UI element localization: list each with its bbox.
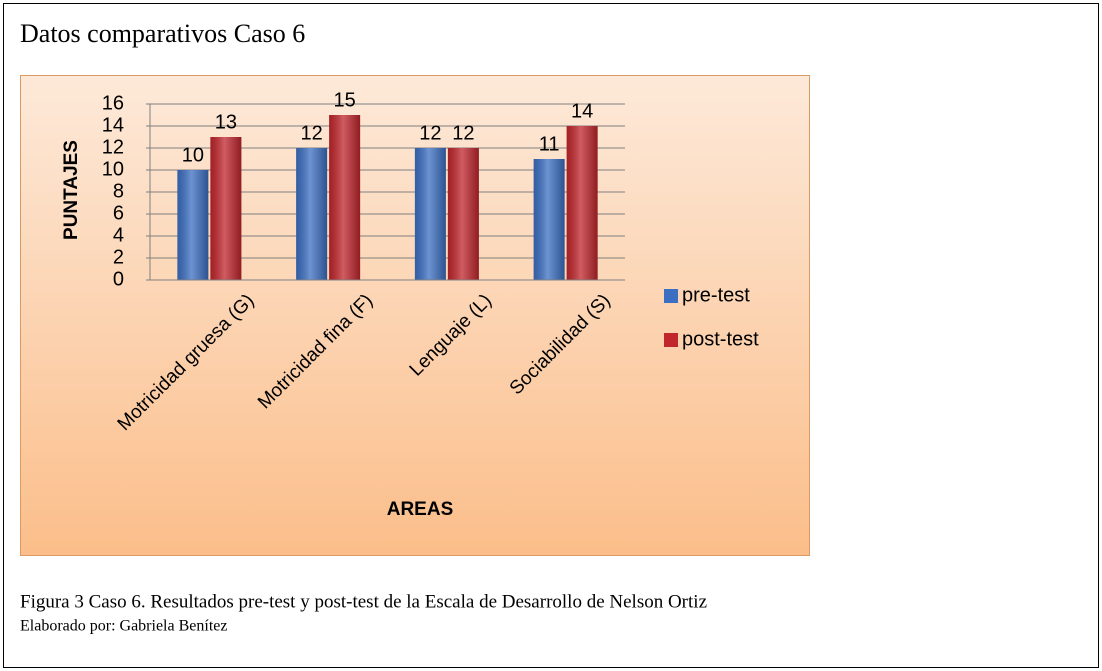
data-label: 12 bbox=[301, 122, 323, 144]
y-tick-label: 8 bbox=[113, 180, 124, 202]
bar-shade bbox=[533, 159, 565, 280]
y-tick-label: 14 bbox=[102, 114, 124, 136]
data-label: 15 bbox=[334, 89, 356, 111]
y-tick-label: 12 bbox=[102, 136, 124, 158]
x-axis-label: AREAS bbox=[387, 499, 454, 520]
y-tick-label: 2 bbox=[113, 246, 124, 268]
data-label: 13 bbox=[215, 111, 237, 133]
bar-shade bbox=[329, 115, 361, 280]
y-tick-label: 4 bbox=[113, 224, 124, 246]
credit: Elaborado por: Gabriela Benítez bbox=[20, 618, 227, 635]
legend-label: pre-test bbox=[682, 284, 750, 306]
data-label: 12 bbox=[452, 122, 474, 144]
data-label: 12 bbox=[419, 122, 441, 144]
y-tick-label: 16 bbox=[102, 92, 124, 114]
legend-swatch bbox=[664, 289, 678, 303]
bar-shade bbox=[566, 126, 598, 280]
bar-shade bbox=[210, 137, 242, 280]
bar-shade bbox=[177, 170, 209, 280]
chart-title: Datos comparativos Caso 6 bbox=[20, 19, 305, 48]
bar-shade bbox=[414, 148, 446, 280]
y-tick-label: 0 bbox=[113, 268, 124, 290]
bar-shade bbox=[296, 148, 328, 280]
caption: Figura 3 Caso 6. Resultados pre-test y p… bbox=[20, 591, 707, 612]
y-tick-label: 6 bbox=[113, 202, 124, 224]
y-axis-label: PUNTAJES bbox=[61, 140, 82, 240]
data-label: 10 bbox=[182, 144, 204, 166]
data-label: 11 bbox=[539, 133, 560, 155]
bar-shade bbox=[447, 148, 479, 280]
legend-label: post-test bbox=[682, 328, 759, 350]
data-label: 14 bbox=[571, 100, 593, 122]
legend-swatch bbox=[664, 333, 678, 347]
y-tick-label: 10 bbox=[102, 158, 124, 180]
